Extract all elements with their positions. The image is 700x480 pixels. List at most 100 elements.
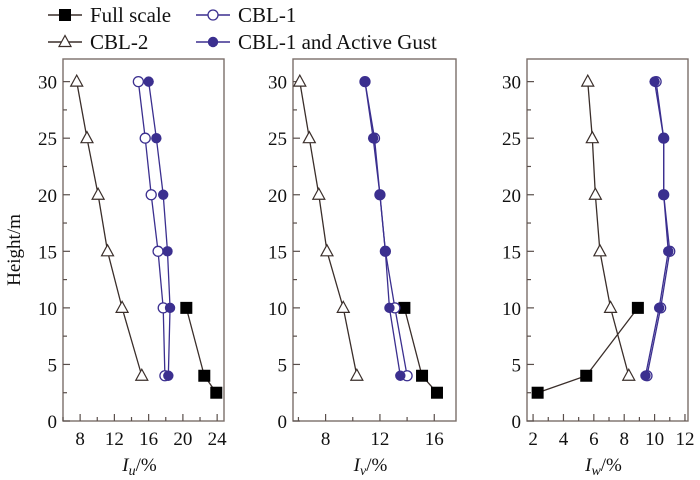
y-tick-label: 5 xyxy=(48,355,58,376)
series-cbl-1-and-active-gust xyxy=(640,76,674,381)
x-tick-label: 4 xyxy=(559,429,569,450)
data-point xyxy=(384,302,395,314)
x-tick-label: 12 xyxy=(675,429,694,450)
x-tick-label: 10 xyxy=(645,429,664,450)
data-point xyxy=(374,189,386,200)
legend-marker-square-filled xyxy=(59,9,71,21)
y-tick-label: 0 xyxy=(512,412,522,433)
x-axis-title-subscript: w xyxy=(591,464,601,479)
legend-entry: CBL-1 and Active Gust xyxy=(196,30,437,54)
x-tick-label: 2 xyxy=(528,429,538,450)
legend-entry: CBL-2 xyxy=(48,30,148,54)
series-full-scale xyxy=(180,301,223,399)
x-tick-label: 20 xyxy=(173,429,192,450)
y-tick-label: 30 xyxy=(502,73,521,94)
x-axis-title: Iv/% xyxy=(353,455,388,479)
y-tick-label: 0 xyxy=(48,412,58,433)
y-tick-label: 20 xyxy=(38,186,57,207)
legend: Full scale CBL-1 CBL-2 CBL-1 and Active Gus… xyxy=(48,3,437,54)
series-cbl-1-and-active-gust xyxy=(359,76,406,381)
x-tick-label: 12 xyxy=(105,429,124,450)
data-point xyxy=(658,189,669,200)
x-tick-label: 6 xyxy=(589,429,599,450)
y-tick-label: 5 xyxy=(278,355,288,376)
x-axis-title: Iw/% xyxy=(584,455,622,479)
x-tick-label: 24 xyxy=(208,429,228,450)
x-axis-title-symbol: I xyxy=(584,455,593,476)
data-point xyxy=(631,301,644,314)
y-tick-label: 15 xyxy=(38,242,57,263)
y-tick-label: 0 xyxy=(278,412,288,433)
y-tick-label: 10 xyxy=(268,299,287,320)
x-axis-title-symbol: I xyxy=(353,455,362,476)
legend-label: CBL-2 xyxy=(90,30,148,54)
data-point xyxy=(349,367,364,381)
data-point xyxy=(663,246,674,257)
y-tick-label: 10 xyxy=(38,299,57,320)
legend-label: CBL-1 and Active Gust xyxy=(238,30,437,54)
series-line xyxy=(299,81,358,376)
y-tick-label: 30 xyxy=(268,73,287,94)
legend-marker-triangle-open xyxy=(57,34,73,48)
x-tick-label: 8 xyxy=(321,429,331,450)
data-point xyxy=(380,246,391,257)
x-axis-title-unit: /% xyxy=(366,455,387,476)
series-cbl-2 xyxy=(292,73,364,381)
data-point xyxy=(139,132,151,144)
data-point xyxy=(152,245,164,257)
series-cbl-1 xyxy=(132,75,171,382)
series-cbl-1 xyxy=(359,75,413,382)
data-point xyxy=(134,367,149,381)
series-line xyxy=(587,81,630,376)
plot-frame xyxy=(292,58,457,422)
data-point xyxy=(580,369,593,382)
y-tick-label: 30 xyxy=(38,73,57,94)
legend-marker-circle-open xyxy=(207,9,219,21)
panel-Iw: 2 4 6 8 10 12 0 5 10 15 20 25 30 Iw/% xyxy=(502,58,694,479)
plot-frame xyxy=(526,58,689,422)
legend-marker-circle-filled xyxy=(207,36,219,48)
data-point xyxy=(621,367,636,381)
x-tick-label: 16 xyxy=(139,429,158,450)
panel-Iv: 8 12 16 0 5 10 15 20 25 30 Iv/% xyxy=(268,58,457,479)
data-point xyxy=(132,75,145,88)
x-axis-title-unit: /% xyxy=(601,455,622,476)
y-tick-label: 15 xyxy=(502,242,521,263)
data-point xyxy=(210,386,223,399)
series-cbl-2 xyxy=(69,73,149,381)
series-full-scale xyxy=(398,301,443,399)
data-point xyxy=(79,130,94,144)
y-tick-label: 5 xyxy=(512,355,522,376)
x-tick-label: 12 xyxy=(370,429,389,450)
y-tick-label: 15 xyxy=(268,242,287,263)
x-tick-label: 8 xyxy=(75,429,85,450)
data-point xyxy=(69,73,84,87)
series-line xyxy=(147,81,171,376)
x-axis-title: Iu/% xyxy=(121,455,157,479)
data-point xyxy=(157,189,169,200)
data-point xyxy=(359,76,371,87)
data-point xyxy=(658,132,669,144)
y-tick-label: 20 xyxy=(268,186,287,207)
y-axis-title: Height/m xyxy=(4,214,25,286)
x-axis-title-unit: /% xyxy=(136,455,157,476)
y-tick-label: 10 xyxy=(502,299,521,320)
data-point xyxy=(531,386,544,399)
series-line xyxy=(137,81,166,376)
series-cbl-1-and-active-gust xyxy=(143,76,176,381)
panel-Iu: 8 12 16 20 24 0 5 10 15 20 25 30 Iu/% Height/m xyxy=(4,58,228,479)
data-point xyxy=(416,369,429,382)
data-point xyxy=(311,186,326,200)
data-point xyxy=(649,76,660,87)
y-tick-label: 25 xyxy=(502,129,521,150)
x-axis-title-symbol: I xyxy=(121,455,130,476)
series-line xyxy=(644,81,669,376)
data-point xyxy=(336,300,351,313)
data-point xyxy=(162,246,173,257)
series-cbl-1 xyxy=(641,75,676,382)
data-point xyxy=(163,370,174,381)
x-tick-label: 16 xyxy=(425,429,444,450)
x-tick-label: 8 xyxy=(619,429,629,450)
